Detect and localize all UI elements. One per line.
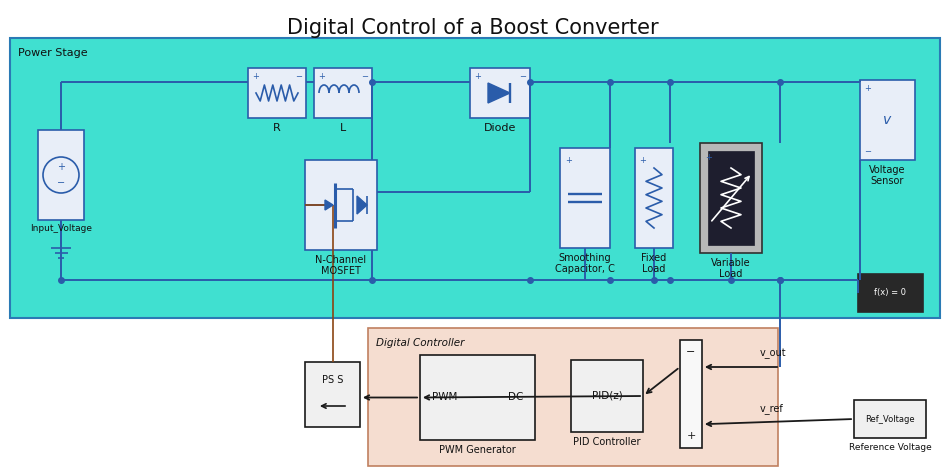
Text: PWM: PWM [432,392,457,402]
Text: Digital Controller: Digital Controller [376,338,464,348]
Text: N-Channel: N-Channel [315,255,366,265]
Text: −: − [864,147,871,156]
Polygon shape [488,83,510,103]
Text: v: v [884,113,892,127]
Bar [571,360,643,432]
Text: −: − [295,72,302,81]
Bar [860,80,915,160]
Text: PS S: PS S [322,375,343,385]
Bar [314,68,372,118]
Bar [708,151,754,245]
Polygon shape [357,196,367,214]
Text: −: − [57,178,65,188]
Bar [305,362,360,427]
Text: +: + [639,156,646,165]
Text: +: + [705,153,712,162]
Bar [248,68,306,118]
Polygon shape [325,200,333,210]
Bar [10,38,940,318]
Text: +: + [687,431,696,441]
Text: +: + [252,72,259,81]
Text: −: − [361,72,368,81]
Bar [38,130,84,220]
Bar [635,148,673,248]
Text: Capacitor, C: Capacitor, C [555,264,615,274]
Text: MOSFET: MOSFET [321,266,361,276]
Text: v_out: v_out [760,348,787,359]
Text: +: + [474,72,481,81]
Text: v_ref: v_ref [760,403,784,414]
Text: Voltage: Voltage [869,165,905,175]
Text: Ref_Voltage: Ref_Voltage [866,414,915,423]
Text: Sensor: Sensor [871,176,904,186]
Text: R: R [273,123,281,133]
Text: +: + [318,72,325,81]
Text: f(x) = 0: f(x) = 0 [874,289,906,298]
Text: PID Controller: PID Controller [573,437,641,447]
Bar [858,274,923,312]
Text: Load: Load [720,269,742,279]
Text: L: L [340,123,346,133]
Text: PWM Generator: PWM Generator [439,445,516,455]
Text: +: + [57,162,65,172]
Text: Load: Load [642,264,666,274]
Text: DC: DC [508,392,523,402]
Bar [368,328,778,466]
Text: +: + [864,84,871,93]
Text: PID(z): PID(z) [592,391,622,401]
Text: Reference Voltage: Reference Voltage [849,443,932,452]
Text: Power Stage: Power Stage [18,48,88,58]
Text: Fixed: Fixed [641,253,667,263]
Text: +: + [565,156,572,165]
Text: −: − [519,72,526,81]
Text: Smoothing: Smoothing [559,253,612,263]
Text: −: − [687,347,696,357]
Text: Input_Voltage: Input_Voltage [30,224,92,233]
Bar [305,160,377,250]
Text: Variable: Variable [711,258,751,268]
Bar [470,68,530,118]
Bar [854,400,926,438]
Text: Digital Control of a Boost Converter: Digital Control of a Boost Converter [287,18,659,38]
Bar [560,148,610,248]
Bar [680,340,702,448]
Bar [700,143,762,253]
Text: Diode: Diode [484,123,516,133]
Bar [420,355,535,440]
